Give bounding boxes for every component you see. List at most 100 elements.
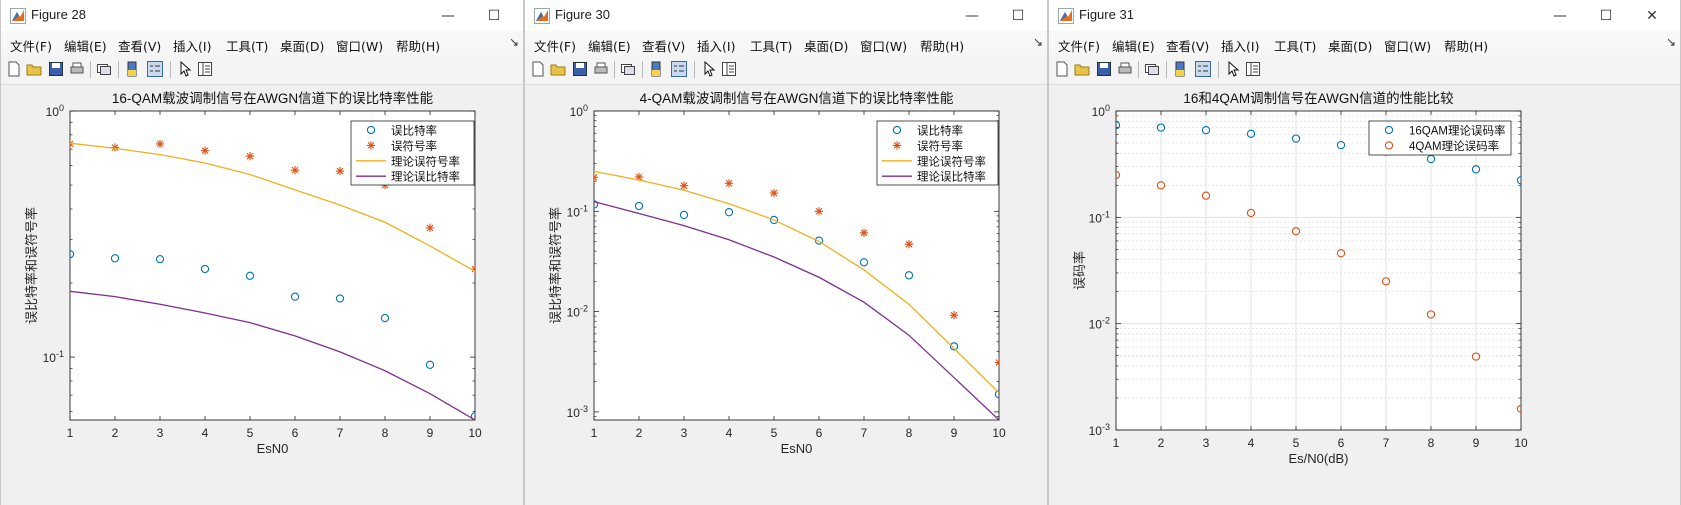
pointer-icon[interactable] [1225,61,1241,77]
link-plot-icon[interactable] [620,61,636,77]
menu-help[interactable]: 帮助(H) [396,39,441,54]
minimize-button[interactable]: — [965,7,979,24]
x-axis-label: EsN0 [257,441,289,456]
pointer-icon[interactable] [177,61,193,77]
x-tick-label: 6 [816,426,823,440]
menu-file[interactable]: 文件(F) [1058,39,1100,54]
menu-file[interactable]: 文件(F) [534,39,576,54]
menu-tools[interactable]: 工具(T) [1274,39,1317,54]
menu-desktop[interactable]: 桌面(D) [1328,39,1373,54]
menu-window[interactable]: 窗口(W) [860,39,908,54]
open-file-icon[interactable] [26,61,42,77]
print-icon[interactable] [69,61,85,77]
data-point [634,172,644,182]
menu-window[interactable]: 窗口(W) [1384,39,1432,54]
window-title: Figure 31 [1079,7,1134,22]
insert-legend-icon[interactable] [671,61,687,77]
save-icon[interactable] [48,61,64,77]
matlab-logo-icon [534,8,550,24]
y-axis: 100 10-1 [43,103,475,413]
x-axis: 1 2 3 4 5 6 7 8 9 10 [67,111,482,440]
figure-window-28: Figure 28 — ☐ ✕ 文件(F) 编辑(E) 查看(V) 插入(I) … [0,0,524,505]
legend-label: 理论误比特率 [917,170,986,184]
menu-tools[interactable]: 工具(T) [226,39,269,54]
maximize-button[interactable]: ☐ [1599,7,1613,24]
toolbar-separator [614,61,615,78]
print-icon[interactable] [1117,61,1133,77]
menu-insert[interactable]: 插入(I) [697,39,736,54]
title-bar[interactable]: Figure 28 — ☐ ✕ [1,0,523,31]
menu-edit[interactable]: 编辑(E) [64,39,107,54]
data-point [1201,191,1211,200]
plot-area[interactable]: 1 2 3 4 5 6 7 8 9 10 100 10-1 10-2 10-3 16和4QAM调制信号在AW… [1049,85,1680,505]
x-tick-label: 1 [591,426,598,440]
menu-window[interactable]: 窗口(W) [336,39,384,54]
menu-edit[interactable]: 编辑(E) [588,39,631,54]
menu-desktop[interactable]: 桌面(D) [280,39,325,54]
menu-insert[interactable]: 插入(I) [1221,39,1260,54]
open-file-icon[interactable] [550,61,566,77]
y-tick-label: 10-1 [1089,209,1110,225]
y-tick-label: 100 [570,103,588,119]
data-point [245,271,255,280]
new-figure-icon[interactable] [6,61,22,77]
x-axis: 1 2 3 4 5 6 7 8 9 10 [591,111,1006,440]
menu-dock-arrow-icon[interactable]: ↘ [1665,35,1676,49]
menu-file[interactable]: 文件(F) [10,39,52,54]
close-button[interactable]: ✕ [517,0,523,31]
insert-colorbar-icon[interactable] [124,61,140,77]
menu-edit[interactable]: 编辑(E) [1112,39,1155,54]
insert-legend-icon[interactable] [147,61,163,77]
property-inspector-icon[interactable] [1245,61,1261,77]
maximize-button[interactable]: ☐ [487,7,501,24]
menu-view[interactable]: 查看(V) [642,39,686,54]
menu-desktop[interactable]: 桌面(D) [804,39,849,54]
axes-background [1116,111,1521,430]
close-button[interactable]: ✕ [1041,0,1047,31]
y-tick-label: 10-2 [1089,316,1110,332]
property-inspector-icon[interactable] [197,61,213,77]
menu-tools[interactable]: 工具(T) [750,39,793,54]
insert-colorbar-icon[interactable] [1172,61,1188,77]
save-icon[interactable] [572,61,588,77]
data-point [425,360,435,369]
axes-box [1115,110,1522,431]
minimize-button[interactable]: — [441,7,455,24]
print-icon[interactable] [593,61,609,77]
menu-view[interactable]: 查看(V) [118,39,162,54]
menu-insert[interactable]: 插入(I) [173,39,212,54]
save-icon[interactable] [1096,61,1112,77]
title-bar[interactable]: Figure 30 — ☐ ✕ [525,0,1047,31]
maximize-button[interactable]: ☐ [1011,7,1025,24]
close-button[interactable]: ✕ [1646,7,1658,24]
menu-view[interactable]: 查看(V) [1166,39,1210,54]
menu-help[interactable]: 帮助(H) [920,39,965,54]
menu-dock-arrow-icon[interactable]: ↘ [508,35,519,49]
plot-area[interactable]: 1 2 3 4 5 6 7 8 9 10 100 10-1 10-2 10-3 4-QAM载波调制信号在AW… [525,85,1047,505]
y-axis-label: 误比特率和误符号率 [24,207,39,324]
data-point [380,313,390,323]
x-tick-label: 2 [636,426,643,440]
link-plot-icon[interactable] [1144,61,1160,77]
series-1 [594,200,999,399]
data-point [110,254,120,263]
menu-dock-arrow-icon[interactable]: ↘ [1032,35,1043,49]
data-point [1381,277,1391,286]
new-figure-icon[interactable] [1054,61,1070,77]
data-point [335,294,345,303]
title-bar[interactable]: Figure 31 — ☐ ✕ [1049,0,1680,31]
open-file-icon[interactable] [1074,61,1090,77]
minimize-button[interactable]: — [1553,7,1567,24]
insert-legend-icon[interactable] [1195,61,1211,77]
insert-colorbar-icon[interactable] [648,61,664,77]
pointer-icon[interactable] [701,61,717,77]
link-plot-icon[interactable] [96,61,112,77]
property-inspector-icon[interactable] [721,61,737,77]
plot-area[interactable]: 1 2 3 4 5 6 7 8 9 10 100 10-1 16-QAM载波调制信号在AWGN信道下的误… [1,85,523,505]
legend-label: 16QAM理论误码率 [1409,124,1506,138]
menu-help[interactable]: 帮助(H) [1444,39,1489,54]
new-figure-icon[interactable] [530,61,546,77]
